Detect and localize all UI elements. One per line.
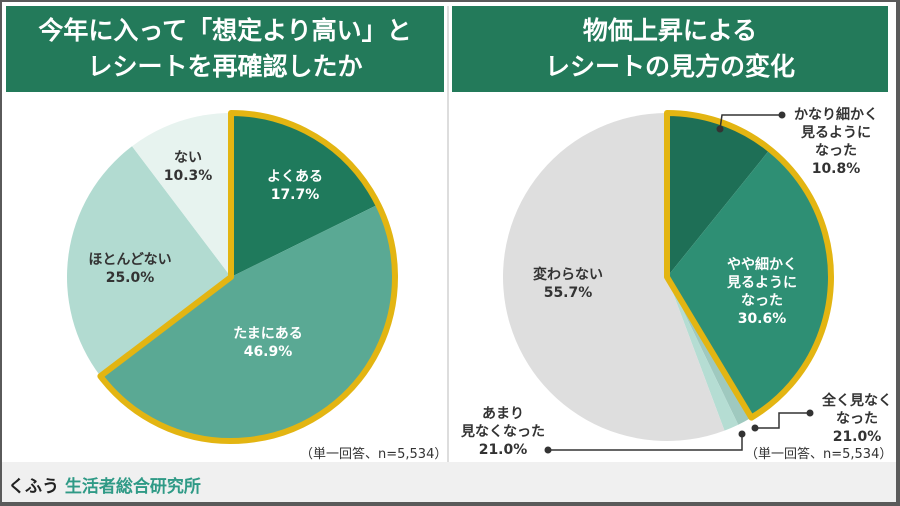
- title-line: レシートの見方の変化: [544, 52, 795, 81]
- slice-label-never: ない 10.3%: [163, 150, 213, 184]
- slice-label-somewhat-closer: やや細かく 見るように なった 30.6%: [727, 257, 797, 327]
- pie-slice: [100, 204, 396, 441]
- pie-slice: [502, 113, 725, 442]
- leader-line: [548, 434, 743, 451]
- leader-line: [719, 114, 782, 130]
- right-chart-title: 物価上昇による レシートの見方の変化: [452, 6, 888, 92]
- title-line: 物価上昇による: [582, 16, 758, 45]
- pie-slice: [66, 146, 231, 377]
- highlight-outline: [664, 110, 834, 421]
- slice-label-not-at-all: 全く見なく なった 21.0%: [822, 393, 892, 445]
- pie-slice: [132, 113, 231, 277]
- footer: くふう 生活者総合研究所: [2, 462, 896, 502]
- leader-dot: [806, 409, 814, 417]
- right-sample-note: （単一回答、n=5,534）: [745, 447, 893, 462]
- pie-slice: [231, 113, 379, 277]
- slice-label-less: あまり 見なくなった 21.0%: [461, 406, 545, 458]
- title-line: レシートを再確認したか: [87, 52, 363, 81]
- divider: [447, 6, 449, 462]
- slice-label-sometimes: たまにある 46.9%: [233, 326, 303, 360]
- leader-line: [755, 412, 810, 429]
- leader-dot: [544, 446, 552, 454]
- slice-label-unchanged: 変わらない 55.7%: [533, 267, 603, 301]
- pie-slice: [667, 113, 770, 277]
- leader-dot: [751, 424, 759, 432]
- slice-label-rarely: ほとんどない 25.0%: [88, 252, 172, 286]
- pie-slice: [667, 149, 831, 418]
- leader-dot: [778, 111, 786, 119]
- slice-label-much-closer: かなり細かく 見るように なった 10.8%: [794, 107, 878, 177]
- leader-dot: [738, 430, 746, 438]
- highlight-outline: [97, 110, 398, 444]
- left-chart-title: 今年に入って「想定より高い」と レシートを再確認したか: [6, 6, 444, 92]
- title-line: 今年に入って「想定より高い」と: [38, 16, 412, 45]
- pie-slice: [667, 277, 739, 431]
- leader-dot: [716, 125, 724, 133]
- brand-logo: くふう 生活者総合研究所: [8, 477, 201, 497]
- left-sample-note: （単一回答、n=5,534）: [300, 447, 448, 462]
- slice-label-often: よくある 17.7%: [267, 169, 323, 203]
